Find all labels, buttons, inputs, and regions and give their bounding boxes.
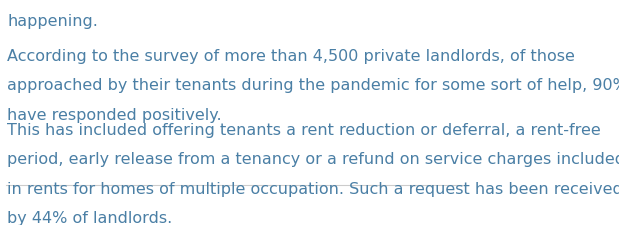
Text: by 44% of landlords.: by 44% of landlords. [7, 210, 173, 225]
Text: According to the survey of more than 4,500 private landlords, of those: According to the survey of more than 4,5… [7, 49, 575, 64]
Text: This has included offering tenants a rent reduction or deferral, a rent-free: This has included offering tenants a ren… [7, 122, 601, 137]
Text: have responded positively.: have responded positively. [7, 107, 222, 122]
Text: happening.: happening. [7, 14, 98, 29]
Text: in rents for homes of multiple occupation. Such a request has been received: in rents for homes of multiple occupatio… [7, 181, 619, 196]
Text: approached by their tenants during the pandemic for some sort of help, 90%: approached by their tenants during the p… [7, 78, 619, 93]
Text: period, early release from a tenancy or a refund on service charges included: period, early release from a tenancy or … [7, 152, 619, 167]
